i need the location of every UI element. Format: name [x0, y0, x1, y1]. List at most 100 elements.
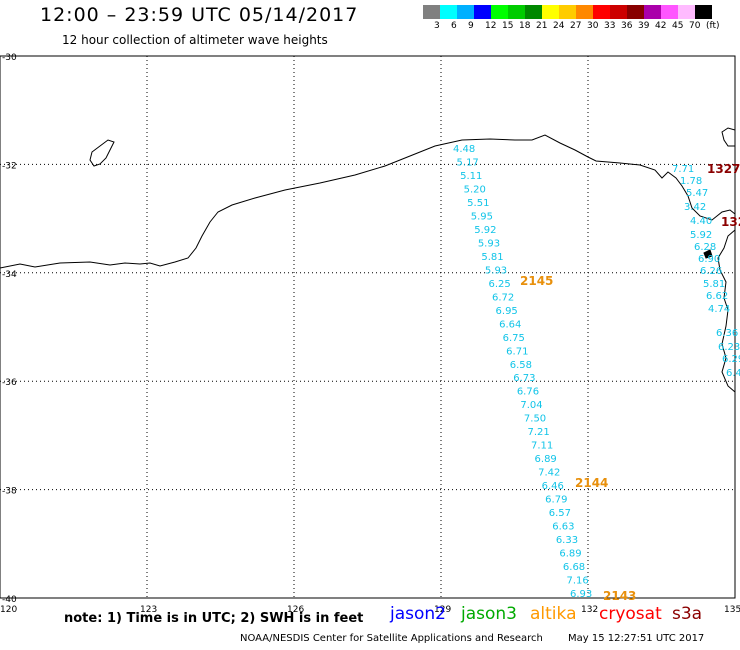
wave-height-label-east: 5.47: [686, 188, 708, 199]
wave-height-label: 5.92: [474, 225, 496, 236]
legend-label: 9: [468, 21, 474, 31]
pass-time-label: 2143: [603, 589, 636, 603]
wave-height-label: 7.04: [520, 400, 542, 411]
wave-height-label: 7.16: [566, 576, 588, 587]
legend-swatch: [457, 5, 474, 19]
footer-note: note: 1) Time is in UTC; 2) SWH is in fe…: [64, 611, 364, 626]
wave-height-label: 6.95: [496, 306, 518, 317]
legend-swatch: [491, 5, 508, 19]
wave-height-label: 6.58: [510, 360, 532, 371]
pass-time-label: 2145: [520, 274, 553, 288]
island: [89, 139, 115, 167]
lat-label: -34: [2, 270, 17, 280]
legend-label: 27: [570, 21, 582, 31]
wave-height-label: 6.89: [559, 549, 581, 560]
wave-height-label: 6.68: [563, 562, 585, 573]
legend-swatch: [644, 5, 661, 19]
legend-label: 21: [536, 21, 548, 31]
legend-label: (ft): [706, 21, 720, 31]
wave-height-label: 7.21: [527, 427, 549, 438]
legend-swatch: [661, 5, 678, 19]
wave-height-label-east: 7.71: [672, 164, 694, 175]
wave-height-label-east: 6.29: [722, 354, 740, 365]
wave-height-label-east: 4.40: [690, 216, 712, 227]
legend-label: 45: [672, 21, 684, 31]
legend-label: 24: [553, 21, 565, 31]
wave-height-label-east: 4.74: [708, 304, 730, 315]
wave-height-label: 6.89: [535, 454, 557, 465]
legend-swatch: [576, 5, 593, 19]
legend-swatch: [542, 5, 559, 19]
satellite-jason3: jason3: [461, 604, 517, 624]
legend-swatch: [423, 5, 440, 19]
wave-height-label: 7.11: [531, 441, 553, 452]
lat-label: -40: [2, 595, 17, 605]
legend-swatch: [474, 5, 491, 19]
satellite-jason2: jason2: [390, 604, 446, 624]
lon-label: 129: [434, 605, 451, 615]
wave-height-label: 6.93: [570, 589, 592, 600]
wave-height-label-east: 6.28: [694, 242, 716, 253]
wave-height-label: 7.50: [524, 414, 546, 425]
legend-swatch: [627, 5, 644, 19]
lat-label: -36: [2, 378, 17, 388]
coastline: [0, 134, 736, 269]
wave-height-label: 5.93: [485, 265, 507, 276]
wave-height-label-east: 6.23: [718, 342, 740, 353]
wave-height-label: 5.51: [467, 198, 489, 209]
map-subtitle: 12 hour collection of altimeter wave hei…: [62, 33, 328, 47]
island-east: [721, 127, 736, 147]
wave-height-label-east: 6.36: [716, 328, 738, 339]
satellite-altika: altika: [530, 604, 577, 624]
credit-line: NOAA/NESDIS Center for Satellite Applica…: [240, 633, 543, 644]
wave-height-label: 5.93: [478, 238, 500, 249]
legend-label: 70: [689, 21, 701, 31]
wave-height-label: 5.95: [471, 211, 493, 222]
wave-height-label: 6.72: [492, 292, 514, 303]
legend-swatch: [559, 5, 576, 19]
legend-label: 36: [621, 21, 633, 31]
generated-timestamp: May 15 12:27:51 UTC 2017: [568, 633, 705, 644]
wave-height-label-east: 5.81: [703, 279, 725, 290]
legend-swatch: [440, 5, 457, 19]
lon-label: 120: [0, 605, 17, 615]
pass-time-label-red: 132: [721, 215, 740, 229]
wave-height-label: 6.57: [549, 508, 571, 519]
wave-height-label-east: 6.90: [698, 254, 720, 265]
wave-height-label-east: 5.92: [690, 230, 712, 241]
wave-height-label: 6.64: [499, 319, 521, 330]
wave-height-label: 6.33: [556, 535, 578, 546]
lon-label: 123: [140, 605, 157, 615]
satellite-s3a: s3a: [672, 604, 703, 624]
wave-height-label: 6.63: [552, 522, 574, 533]
wave-height-label: 5.17: [457, 157, 479, 168]
wave-height-label: 6.76: [517, 387, 539, 398]
legend-label: 3: [434, 21, 440, 31]
map-title: 12:00 – 23:59 UTC 05/14/2017: [40, 4, 359, 26]
lon-label: 132: [581, 605, 598, 615]
legend-label: 30: [587, 21, 599, 31]
lon-label: 135: [724, 605, 740, 615]
wave-height-label: 6.46: [542, 481, 564, 492]
map-frame: [0, 55, 736, 599]
legend-swatch: [695, 5, 712, 19]
lon-label: 126: [287, 605, 304, 615]
legend-swatch: [678, 5, 695, 19]
legend-label: 42: [655, 21, 667, 31]
color-scale-labels: 3 6 9 12 15 18 21 24 27 30 33 36 39 42 45 70 (ft): [423, 21, 740, 35]
wave-height-label: 7.42: [538, 468, 560, 479]
legend-label: 33: [604, 21, 616, 31]
wave-height-label: 6.75: [503, 333, 525, 344]
wave-height-label: 6.25: [488, 279, 510, 290]
color-scale-legend: [423, 5, 712, 19]
legend-swatch: [508, 5, 525, 19]
legend-swatch: [525, 5, 542, 19]
wave-height-label: 5.20: [464, 184, 486, 195]
legend-label: 39: [638, 21, 650, 31]
pass-time-label-red: 1327: [707, 162, 740, 176]
lat-label: -32: [2, 161, 17, 171]
satellite-cryosat: cryosat: [599, 604, 662, 624]
wave-height-label-east: 3.42: [684, 202, 706, 213]
legend-label: 18: [519, 21, 531, 31]
wave-height-label: 6.71: [506, 346, 528, 357]
